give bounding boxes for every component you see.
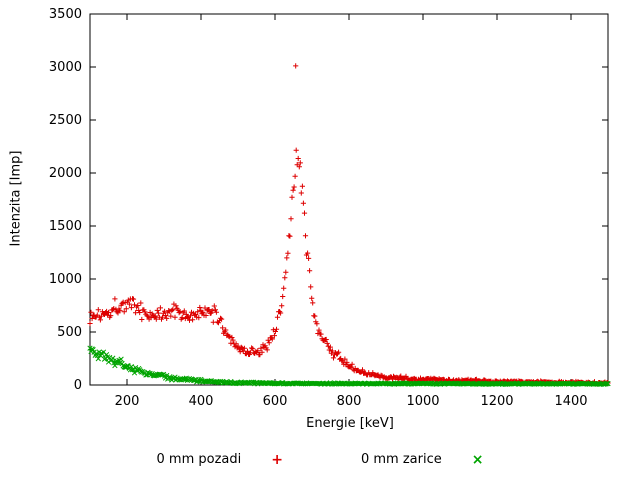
y-tick-label: 1000 [49,272,82,287]
x-tick-label: 1400 [554,394,587,409]
plus-marker-icon: + [271,451,283,468]
y-tick-label: 2500 [49,113,82,128]
y-tick-label: 3500 [49,7,82,22]
series-cross-points [87,345,611,388]
legend-item-zarice: 0 mm zarice × [361,452,484,467]
y-tick-label: 1500 [49,219,82,234]
x-axis-label: Energie [keV] [306,416,394,431]
x-tick-label: 600 [263,394,288,409]
y-tick-label: 2000 [49,166,82,181]
x-tick-label: 200 [115,394,140,409]
series-plus-points [87,63,611,387]
legend-label-zarice: 0 mm zarice [360,452,442,467]
legend-item-pozadi: 0 mm pozadi + [157,452,283,467]
x-tick-label: 800 [337,394,362,409]
x-tick-label: 1000 [406,394,439,409]
y-axis-label: Intenzita [Imp] [8,150,24,247]
legend-label-pozadi: 0 mm pozadi [156,452,242,467]
legend: 0 mm pozadi + 0 mm zarice × [0,452,640,467]
x-tick-label: 1200 [480,394,513,409]
cross-marker-icon: × [471,451,484,468]
y-tick-label: 500 [57,325,82,340]
plot-border [89,13,609,386]
y-tick-label: 3000 [49,60,82,75]
y-tick-label: 0 [74,378,82,393]
x-tick-label: 400 [189,394,214,409]
